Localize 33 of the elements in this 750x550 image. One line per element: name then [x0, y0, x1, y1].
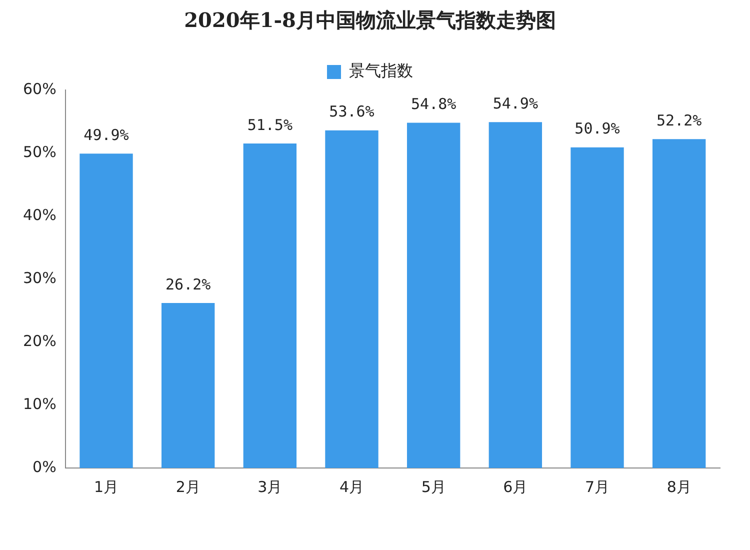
x-tick-label: 3月 [258, 478, 282, 496]
y-tick-label: 40% [22, 206, 56, 224]
x-tick-label: 1月 [94, 478, 119, 496]
data-label: 54.9% [492, 94, 538, 113]
bar [570, 147, 624, 468]
data-label: 51.5% [247, 116, 292, 134]
data-label: 53.6% [329, 102, 374, 121]
bar [243, 144, 297, 468]
bar [80, 154, 133, 468]
data-label: 49.9% [84, 126, 129, 144]
y-tick-label: 20% [22, 332, 56, 350]
x-tick-label: 5月 [421, 478, 446, 496]
x-tick-label: 8月 [666, 478, 692, 496]
x-tick-label: 2月 [176, 478, 200, 496]
legend-label: 景气指数 [349, 61, 413, 80]
data-label: 26.2% [166, 275, 211, 294]
y-tick-label: 60% [22, 80, 56, 98]
chart-title: 2020年1-8月中国物流业景气指数走势图 [184, 8, 556, 32]
y-tick-label: 30% [22, 268, 56, 287]
bar [325, 130, 378, 468]
y-tick-label: 50% [22, 142, 56, 161]
data-label: 52.2% [656, 112, 702, 130]
data-label: 54.8% [411, 95, 456, 114]
bar [488, 122, 542, 468]
data-label: 50.9% [574, 120, 620, 138]
y-tick-label: 10% [22, 394, 56, 413]
bar [652, 139, 706, 468]
y-tick-label: 0% [32, 458, 56, 476]
x-tick-label: 4月 [339, 478, 364, 496]
x-tick-label: 7月 [584, 478, 610, 496]
bar [406, 122, 460, 468]
bar [161, 302, 215, 468]
x-tick-label: 6月 [503, 478, 528, 496]
